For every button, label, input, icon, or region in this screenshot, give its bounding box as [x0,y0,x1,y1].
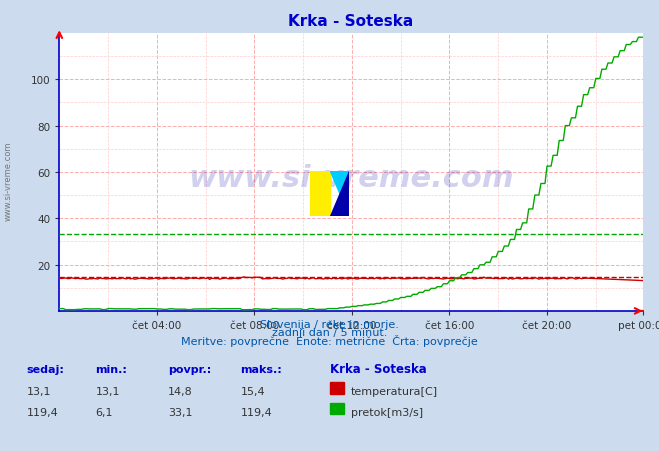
Text: 15,4: 15,4 [241,387,265,396]
Text: 33,1: 33,1 [168,407,192,417]
Polygon shape [330,171,349,216]
Text: 13,1: 13,1 [96,387,120,396]
Text: 6,1: 6,1 [96,407,113,417]
Text: 14,8: 14,8 [168,387,193,396]
Text: 13,1: 13,1 [26,387,51,396]
Text: Slovenija / reke in morje.: Slovenija / reke in morje. [260,319,399,329]
Bar [310,171,330,216]
Text: min.:: min.: [96,364,127,374]
Text: www.si-vreme.com: www.si-vreme.com [3,141,13,220]
Text: www.si-vreme.com: www.si-vreme.com [188,164,514,193]
Text: zadnji dan / 5 minut.: zadnji dan / 5 minut. [272,327,387,337]
Text: povpr.:: povpr.: [168,364,212,374]
Text: temperatura[C]: temperatura[C] [351,387,438,396]
Text: sedaj:: sedaj: [26,364,64,374]
Text: maks.:: maks.: [241,364,282,374]
Text: 119,4: 119,4 [241,407,272,417]
Text: Meritve: povprečne  Enote: metrične  Črta: povprečje: Meritve: povprečne Enote: metrične Črta:… [181,334,478,346]
Polygon shape [330,171,349,216]
Text: 119,4: 119,4 [26,407,58,417]
Text: Krka - Soteska: Krka - Soteska [330,362,426,375]
Text: pretok[m3/s]: pretok[m3/s] [351,407,422,417]
Title: Krka - Soteska: Krka - Soteska [288,14,414,28]
